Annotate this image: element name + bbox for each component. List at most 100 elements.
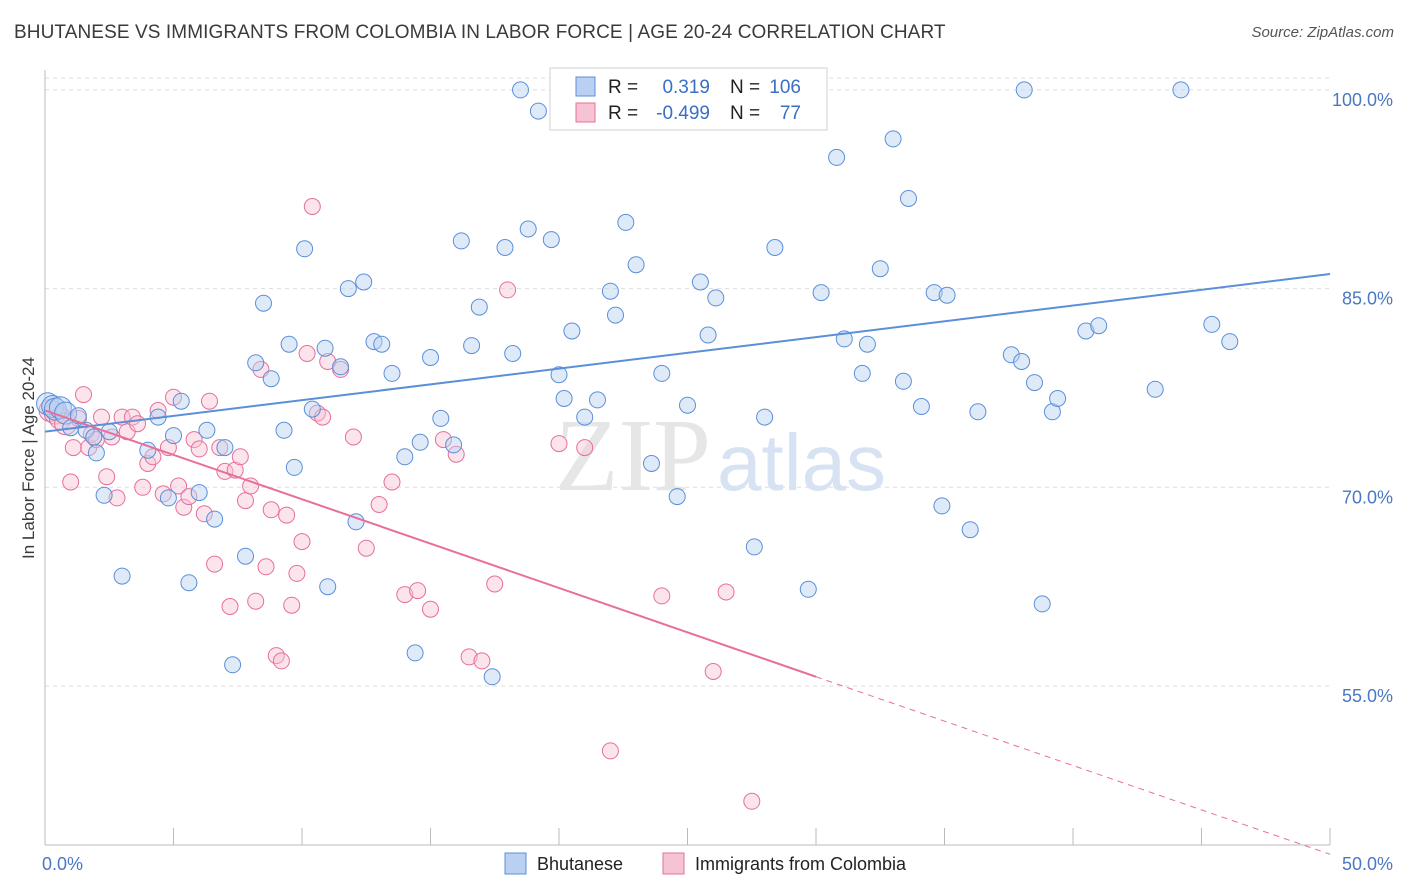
bhutanese-point — [745, 538, 763, 556]
bhutanese-point — [812, 284, 830, 302]
stats-swatch-blue — [575, 76, 596, 97]
bhutanese-point — [296, 240, 314, 258]
bhutanese-point — [542, 231, 560, 249]
colombia-point — [743, 792, 761, 810]
stats-r-label-pink: R = — [608, 103, 638, 124]
stats-n-label-blue: N = — [730, 77, 760, 98]
bhutanese-point — [373, 335, 391, 353]
colombia-point — [486, 575, 504, 593]
bhutanese-point — [563, 322, 581, 340]
colombia-point — [272, 652, 290, 670]
source-label: Source: ZipAtlas.com — [1251, 24, 1394, 41]
bhutanese-point — [383, 364, 401, 382]
stats-r-value-blue: 0.319 — [662, 77, 710, 98]
colombia-point — [165, 388, 182, 406]
bhutanese-point — [332, 358, 350, 376]
bhutanese-point — [853, 364, 871, 382]
series-bhutanese-points — [36, 81, 1239, 686]
colombia-point — [206, 555, 224, 573]
bhutanese-point — [285, 458, 303, 476]
colombia-point — [473, 652, 491, 670]
colombia-point — [499, 281, 517, 299]
colombia-point — [396, 586, 414, 604]
colombia-point — [344, 428, 362, 446]
colombia-point — [237, 492, 254, 510]
bhutanese-point — [463, 337, 481, 355]
bhutanese-point — [113, 567, 131, 585]
bhutanese-point — [452, 232, 470, 250]
colombia-point — [108, 489, 126, 507]
bhutanese-point — [550, 366, 568, 384]
y-tick-label: 85.0% — [1342, 289, 1393, 309]
bhutanese-point — [406, 644, 424, 662]
bhutanese-point — [255, 294, 272, 312]
bhutanese-point — [339, 280, 357, 298]
legend-swatch-colombia — [662, 852, 685, 875]
bhutanese-point — [224, 656, 242, 674]
bhutanese-point — [894, 372, 912, 390]
stats-box: R = 0.319 N = 106 R = -0.499 N = 77 — [549, 67, 828, 131]
bhutanese-point — [871, 260, 889, 278]
colombia-point — [717, 583, 735, 601]
watermark: ZIP atlas — [555, 398, 886, 513]
bhutanese-point — [85, 428, 103, 446]
trend-line-1 — [44, 409, 817, 678]
bhutanese-point — [159, 489, 177, 507]
colombia-point — [195, 505, 213, 523]
bhutanese-point — [643, 455, 660, 472]
colombia-point — [288, 564, 306, 582]
colombia-point — [247, 592, 265, 610]
bhutanese-point — [607, 306, 624, 324]
trend-lines — [44, 273, 1331, 855]
bhutanese-point — [411, 433, 429, 451]
bhutanese-point — [198, 421, 216, 439]
colombia-point — [303, 198, 321, 215]
colombia-point — [98, 468, 116, 486]
colombia-point — [231, 448, 249, 466]
bhutanese-point — [432, 409, 450, 427]
bhutanese-point — [707, 289, 725, 307]
bhutanese-point — [884, 130, 902, 148]
colombia-point — [576, 439, 594, 457]
colombia-point — [409, 582, 427, 600]
bhutanese-point — [512, 81, 529, 99]
stats-box-frame — [549, 67, 828, 131]
bhutanese-point — [396, 448, 414, 466]
bhutanese-point — [1049, 390, 1067, 407]
bhutanese-point — [900, 190, 917, 207]
colombia-point — [278, 506, 296, 524]
bhutanese-point — [555, 390, 573, 407]
bhutanese-point — [216, 439, 234, 457]
grid-lines — [45, 77, 1330, 687]
colombia-point — [201, 392, 218, 410]
bhutanese-point — [165, 427, 182, 445]
colombia-point — [357, 539, 375, 557]
bhutanese-point — [237, 547, 254, 565]
stats-n-label-pink: N = — [730, 103, 760, 124]
bhutanese-point — [679, 396, 696, 414]
colombia-point — [601, 742, 619, 760]
x-tick-label-max: 50.0% — [1342, 854, 1393, 874]
bhutanese-point — [275, 421, 293, 439]
legend: Bhutanese Immigrants from Colombia — [504, 852, 907, 875]
bhutanese-point — [319, 578, 337, 596]
bhutanese-point — [180, 574, 198, 592]
bhutanese-point — [1077, 322, 1095, 340]
colombia-point — [129, 415, 146, 433]
bhutanese-point — [1090, 317, 1108, 335]
bhutanese-point — [858, 335, 876, 353]
bhutanese-point — [828, 148, 846, 166]
bhutanese-point — [601, 282, 619, 300]
bhutanese-point — [691, 273, 709, 291]
bhutanese-point — [576, 408, 594, 426]
x-tick-labels: 0.0% 50.0% — [42, 854, 1393, 874]
bhutanese-point — [303, 400, 321, 418]
bhutanese-point — [316, 339, 334, 357]
bhutanese-point — [355, 273, 373, 291]
bhutanese-point — [262, 370, 280, 388]
stats-n-value-blue: 106 — [769, 77, 801, 98]
colombia-point — [170, 477, 188, 495]
colombia-point — [134, 478, 152, 496]
bhutanese-point — [1015, 81, 1033, 99]
bhutanese-point — [172, 392, 190, 410]
